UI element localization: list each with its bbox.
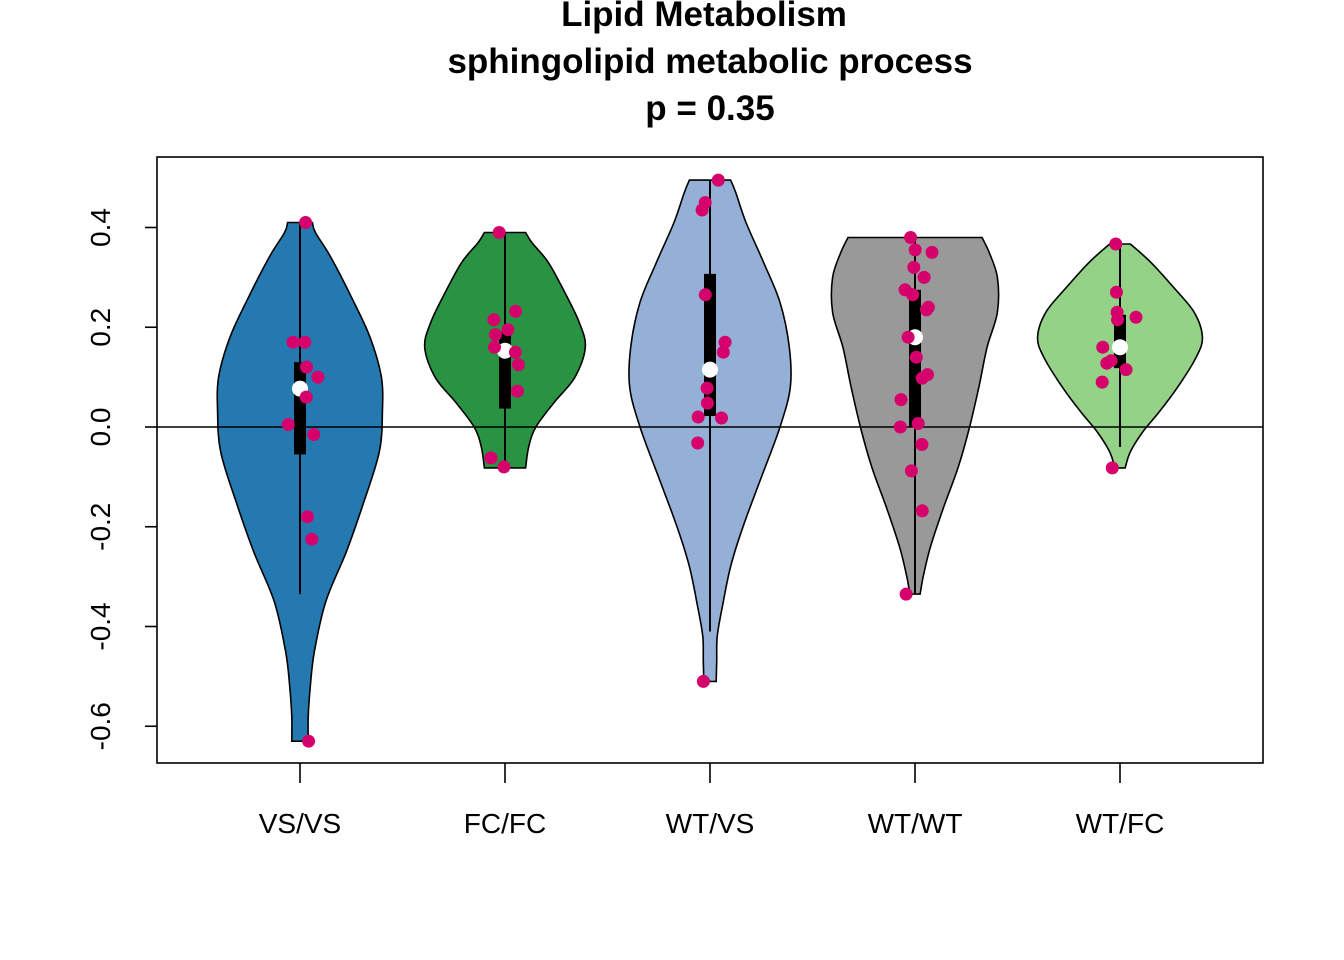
data-point xyxy=(299,390,313,404)
data-point xyxy=(501,323,515,337)
data-point xyxy=(301,510,314,524)
data-point xyxy=(298,335,312,349)
data-point xyxy=(904,231,918,244)
median-marker xyxy=(702,361,718,378)
data-point xyxy=(286,335,300,349)
data-point xyxy=(700,396,714,410)
data-point xyxy=(307,428,321,441)
y-tick-label: -0.2 xyxy=(85,503,116,551)
data-point xyxy=(906,288,920,302)
y-tick-label: 0.2 xyxy=(85,308,116,347)
data-point xyxy=(299,216,313,229)
data-point xyxy=(281,418,295,431)
data-point xyxy=(925,245,939,259)
data-point xyxy=(920,303,933,317)
axes: -0.6 -0.4 -0.2 0.0 0.2 0.4 VS/VS FC/FC WT/VS WT/W… xyxy=(85,208,1164,839)
violin-group-vs-vs xyxy=(216,221,384,742)
data-point xyxy=(1096,340,1110,354)
data-point xyxy=(695,203,709,217)
chart-subtitle: sphingolipid metabolic process xyxy=(447,42,972,81)
data-point xyxy=(696,674,710,688)
data-point xyxy=(511,358,525,372)
y-tick-label: 0.4 xyxy=(85,208,116,247)
data-point xyxy=(908,243,922,257)
data-point xyxy=(509,304,523,318)
violin-box xyxy=(704,273,716,417)
data-point xyxy=(1111,313,1124,327)
x-tick-label: VS/VS xyxy=(259,808,341,839)
x-tick-label: FC/FC xyxy=(464,808,546,839)
plot-area xyxy=(157,173,1263,748)
data-point xyxy=(488,340,501,354)
violin-group-wt-vs xyxy=(628,179,792,683)
median-marker xyxy=(497,342,513,359)
chart-title: Lipid Metabolism xyxy=(561,0,847,34)
data-point xyxy=(718,335,732,349)
data-point xyxy=(1119,363,1133,377)
data-point xyxy=(716,345,730,359)
data-point xyxy=(700,381,714,395)
data-point xyxy=(915,504,929,518)
data-point xyxy=(711,173,725,187)
data-point xyxy=(488,328,502,342)
data-point xyxy=(691,436,705,450)
data-point xyxy=(484,451,498,465)
data-point xyxy=(510,384,524,398)
data-point xyxy=(508,345,522,359)
data-point xyxy=(487,313,501,327)
chart-pvalue: p = 0.35 xyxy=(645,89,774,128)
data-point xyxy=(1095,375,1109,389)
x-tick-label: WT/VS xyxy=(666,808,755,839)
x-tick-label: WT/FC xyxy=(1076,808,1165,839)
median-marker xyxy=(1112,339,1128,356)
data-point xyxy=(915,371,929,385)
violin-group-wt-fc xyxy=(1036,243,1204,469)
y-tick-label: -0.4 xyxy=(85,602,116,650)
data-point xyxy=(901,330,915,344)
data-point xyxy=(1109,285,1123,299)
data-point xyxy=(893,420,907,434)
data-point xyxy=(300,360,313,374)
data-point xyxy=(698,288,712,302)
violin-box xyxy=(294,362,306,455)
x-tick-label: WT/WT xyxy=(868,808,963,839)
data-point xyxy=(715,411,728,425)
data-point xyxy=(899,587,913,601)
data-point xyxy=(1100,356,1114,370)
data-point xyxy=(911,417,925,430)
data-point xyxy=(492,226,506,239)
data-point xyxy=(1105,461,1119,475)
data-point xyxy=(1129,310,1143,324)
data-point xyxy=(691,410,705,424)
y-tick-label: -0.6 xyxy=(85,702,116,750)
data-point xyxy=(909,350,923,364)
data-point xyxy=(305,532,319,546)
data-point xyxy=(907,260,921,274)
data-point xyxy=(915,438,929,451)
data-point xyxy=(917,270,931,284)
data-point xyxy=(904,464,918,478)
data-point xyxy=(497,460,511,474)
data-point xyxy=(311,370,325,384)
y-tick-label: 0.0 xyxy=(85,408,116,447)
data-point xyxy=(1109,237,1123,251)
data-point xyxy=(302,734,316,748)
data-point xyxy=(894,393,908,407)
